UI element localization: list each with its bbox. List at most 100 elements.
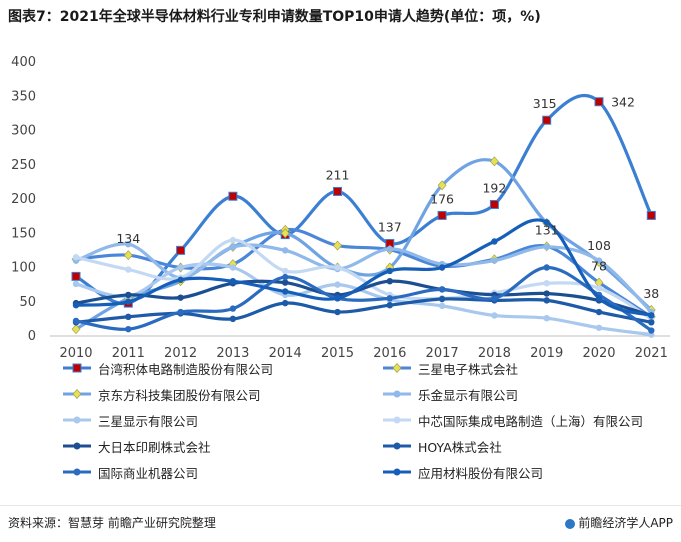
legend-item: HOYA株式会社 — [382, 437, 502, 455]
x-tick-label: 2014 — [269, 346, 302, 359]
legend-swatch-icon — [63, 442, 91, 450]
y-tick-label: 150 — [11, 226, 36, 241]
data-point — [648, 327, 655, 334]
data-point — [282, 299, 289, 307]
data-point — [282, 288, 289, 295]
legend-swatch-icon — [383, 416, 411, 424]
legend-label: 大日本印刷株式会社 — [98, 439, 211, 455]
data-point — [229, 264, 237, 271]
y-tick-label: 300 — [11, 124, 36, 139]
legend-label: HOYA株式会社 — [418, 439, 502, 455]
line-chart: 0 50 100 150 200 250 300 350 400 2010 2011 2012 2013… — [11, 55, 670, 359]
data-label: 78 — [591, 259, 607, 274]
legend-swatch-icon — [383, 390, 411, 398]
data-point — [594, 97, 604, 107]
data-label: 211 — [326, 167, 350, 182]
data-point — [595, 257, 603, 264]
data-point — [386, 267, 393, 275]
x-tick-label: 2015 — [321, 346, 354, 359]
x-tick-label: 2018 — [478, 346, 511, 359]
data-point — [333, 240, 342, 251]
data-point — [334, 281, 341, 288]
x-tick-label: 2013 — [216, 346, 249, 359]
data-point — [334, 308, 341, 316]
data-point — [595, 308, 603, 316]
series-line — [74, 238, 653, 321]
data-point — [71, 324, 81, 335]
legend-item: 京东方科技集团股份有限公司 — [62, 385, 261, 403]
y-tick-label: 100 — [11, 261, 36, 276]
legend-label: 国际商业机器公司 — [98, 465, 199, 481]
legend-label: 台湾积体电路制造股份有限公司 — [98, 361, 274, 377]
data-point — [125, 266, 132, 273]
data-point — [491, 238, 498, 245]
data-point — [123, 250, 133, 261]
series-line — [74, 279, 653, 318]
data-point — [489, 199, 499, 209]
data-point — [543, 314, 550, 322]
data-point — [491, 295, 498, 302]
y-tick-label: 200 — [11, 192, 36, 207]
legend-item: 三星电子株式会社 — [382, 359, 518, 377]
brand-text: 前瞻经济学人APP — [578, 516, 673, 530]
x-tick-label: 2010 — [59, 346, 92, 359]
data-point — [229, 278, 237, 285]
data-point — [595, 324, 603, 331]
data-label: 315 — [533, 96, 557, 111]
legend-label: 京东方科技集团股份有限公司 — [98, 387, 261, 403]
legend-item: 乐金显示有限公司 — [382, 385, 518, 403]
data-point — [543, 290, 550, 297]
x-tick-label: 2017 — [426, 346, 459, 359]
legend-item: 应用材料股份有限公司 — [382, 463, 543, 481]
legend-swatch-icon — [63, 468, 91, 476]
data-point — [543, 219, 550, 226]
x-tick-label: 2011 — [112, 346, 145, 359]
data-point — [595, 295, 603, 302]
data-label: 192 — [482, 180, 506, 195]
data-point — [437, 180, 447, 191]
x-tick-label: 2016 — [373, 346, 406, 359]
data-point — [125, 298, 132, 305]
data-point — [543, 243, 550, 251]
data-point — [646, 210, 656, 220]
data-point — [176, 245, 186, 255]
data-label: 134 — [116, 231, 140, 246]
data-point — [543, 264, 550, 271]
legend-label: 乐金显示有限公司 — [418, 387, 519, 403]
legend-item: 中芯国际集成电路制造（上海）有限公司 — [382, 411, 643, 429]
data-point — [334, 295, 341, 302]
data-label: 137 — [378, 220, 402, 235]
legend-swatch-icon — [63, 416, 91, 424]
data-point — [280, 228, 290, 239]
source-note: 资料来源：智慧芽 前瞻产业研究院整理 — [8, 516, 216, 530]
data-point — [334, 264, 341, 271]
data-point — [72, 317, 80, 325]
data-point — [438, 286, 446, 293]
x-tick-label: 2019 — [530, 346, 563, 359]
data-point — [71, 271, 81, 281]
data-point — [437, 210, 447, 220]
data-point — [438, 264, 446, 271]
chart-title: 图表7：2021年全球半导体材料行业专利申请数量TOP10申请人趋势(单位：项，… — [8, 9, 541, 25]
legend-item: 三星显示有限公司 — [62, 411, 198, 429]
data-point — [229, 236, 237, 244]
data-point — [177, 276, 184, 284]
legend-swatch-icon — [383, 442, 411, 450]
data-point — [489, 156, 499, 167]
legend-item: 国际商业机器公司 — [62, 463, 198, 481]
data-point — [72, 280, 80, 288]
x-tick-label: 2021 — [635, 346, 668, 359]
data-point — [438, 302, 446, 310]
data-label: 38 — [643, 286, 659, 301]
data-point — [177, 294, 184, 301]
data-point — [125, 313, 132, 321]
data-point — [595, 284, 603, 292]
data-point — [282, 279, 289, 286]
data-point — [282, 247, 289, 254]
footer: 资料来源：智慧芽 前瞻产业研究院整理 前瞻经济学人APP — [0, 505, 681, 542]
data-point — [648, 319, 655, 326]
series-line — [74, 242, 653, 314]
data-point — [543, 280, 550, 287]
legend-label: 三星显示有限公司 — [98, 413, 199, 429]
data-point — [229, 305, 237, 312]
